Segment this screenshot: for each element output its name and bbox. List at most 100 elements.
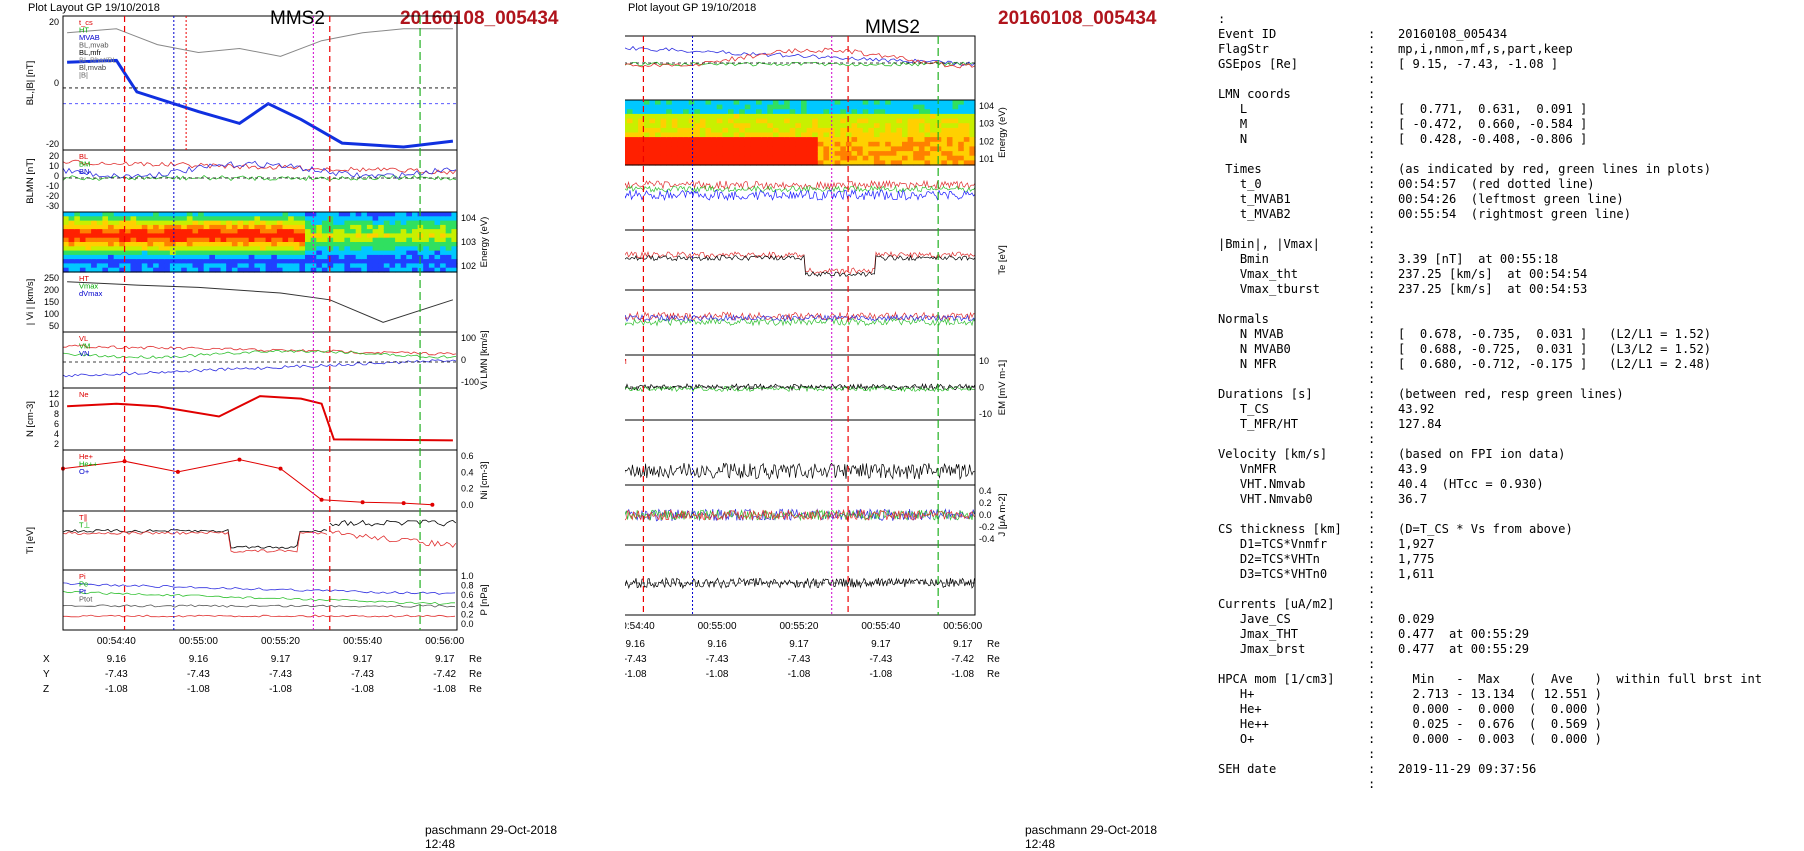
spectrogram-cell xyxy=(930,132,937,138)
pos-unit: Re xyxy=(469,684,482,695)
spectrogram-cell xyxy=(728,137,735,143)
spectrogram-cell xyxy=(338,224,345,230)
spectrogram-cell xyxy=(626,118,634,124)
spectrogram-cell xyxy=(198,229,205,234)
spectrogram-cell xyxy=(203,237,210,243)
spectrogram-cell xyxy=(124,254,132,260)
spectrogram-cell xyxy=(243,254,250,260)
spectrogram-cell xyxy=(260,250,267,256)
spectrogram-cell xyxy=(716,151,723,157)
spectrogram-cell xyxy=(153,212,160,217)
spectrogram-cell xyxy=(383,220,390,226)
spectrogram-cell xyxy=(321,254,329,260)
spectrogram-cell xyxy=(333,267,340,273)
series-ven xyxy=(625,189,976,202)
spectrogram-cell xyxy=(643,109,650,115)
spectrogram-cell xyxy=(153,259,160,264)
spectrogram-cell xyxy=(164,250,171,256)
series-bl xyxy=(625,45,976,67)
spectrogram-cell xyxy=(795,109,802,115)
spectrogram-cell xyxy=(935,113,942,120)
spectrogram-cell xyxy=(941,127,948,134)
spectrogram-cell xyxy=(220,224,227,230)
spectrogram-cell xyxy=(344,220,351,226)
info-row: t_MVAB2:00:55:54 (rightmost green line) xyxy=(1218,207,1762,222)
spectrogram-cell xyxy=(924,109,931,115)
spectrogram-cell xyxy=(63,259,70,264)
spectrogram-cell xyxy=(918,118,926,124)
spectrogram-cell xyxy=(237,229,244,234)
spectrogram-cell xyxy=(705,113,712,120)
spectrogram-cell xyxy=(136,224,143,230)
spectrogram-cell xyxy=(952,137,959,143)
spectrogram-cell xyxy=(952,151,959,157)
info-value: Min - Max ( Ave ) within full brst int xyxy=(1398,672,1763,686)
info-key: t_0 xyxy=(1218,177,1262,191)
spectrogram-cell xyxy=(412,259,419,264)
spectrogram-cell xyxy=(823,113,830,120)
info-colon: : xyxy=(1368,297,1376,311)
spectrogram-cell xyxy=(406,224,413,230)
spectrogram-cell xyxy=(851,109,858,115)
panel-frame xyxy=(625,289,976,356)
spectrogram-cell xyxy=(248,229,255,234)
spectrogram-cell xyxy=(237,242,244,247)
spectrogram-cell xyxy=(366,212,374,217)
info-value: 36.7 xyxy=(1398,492,1428,506)
spectrogram-cell xyxy=(649,151,656,157)
spectrogram-cell xyxy=(913,118,920,124)
spectrogram-cell xyxy=(136,250,143,256)
spectrogram-cell xyxy=(378,263,385,269)
info-colon: : xyxy=(1368,687,1376,701)
spectrogram-cell xyxy=(226,267,233,273)
spectrogram-cell xyxy=(744,127,751,134)
spectrogram-cell xyxy=(389,233,396,239)
spectrogram-cell xyxy=(761,127,768,134)
spectrogram-cell xyxy=(868,118,875,124)
info-colon: : xyxy=(1368,27,1376,41)
spectrogram-cell xyxy=(130,233,137,239)
spectrogram-cell xyxy=(366,267,374,273)
spectrogram-cell xyxy=(789,141,796,147)
spectrogram-cell xyxy=(198,246,205,252)
spectrogram-cell xyxy=(873,104,881,110)
spectrogram-cell xyxy=(406,220,413,226)
spectrogram-cell xyxy=(451,229,458,234)
spectrogram-cell xyxy=(63,233,70,239)
spectrogram-cell xyxy=(649,118,656,124)
spectrogram-cell xyxy=(192,224,199,230)
pos-value: -1.08 xyxy=(951,669,974,680)
spectrogram-cell xyxy=(395,254,402,260)
spectrogram-cell xyxy=(699,151,707,157)
series-bm xyxy=(625,61,976,67)
spectrogram-cell xyxy=(209,212,216,217)
spectrogram-cell xyxy=(164,229,171,234)
spectrogram-cell xyxy=(383,229,390,234)
spectrogram-cell xyxy=(254,216,261,222)
spectrogram-cell xyxy=(389,220,396,226)
spectrogram-cell xyxy=(643,141,650,147)
spectrogram-cell xyxy=(350,220,357,226)
spectrogram-cell xyxy=(868,132,875,138)
spectrogram-cell xyxy=(638,151,645,157)
spectrogram-cell xyxy=(293,250,300,256)
panel-frame xyxy=(625,419,976,486)
spectrogram-cell xyxy=(834,137,841,143)
spectrogram-cell xyxy=(271,242,278,247)
spectrogram-cell xyxy=(366,250,374,256)
spectrogram-cell xyxy=(963,155,970,161)
spectrogram-cell xyxy=(845,123,853,129)
spectrogram-cell xyxy=(851,113,858,120)
spectrogram-cell xyxy=(625,151,628,157)
spectrogram-cell xyxy=(164,254,171,260)
spectrogram-cell xyxy=(181,224,188,230)
spectrogram-cell xyxy=(733,151,740,157)
spectrogram-cell xyxy=(175,263,182,269)
spectrogram-cell xyxy=(660,123,667,129)
info-colon: : xyxy=(1368,222,1376,236)
info-row: T_CS:43.92 xyxy=(1218,402,1762,417)
spectrogram-cell xyxy=(378,267,385,273)
spectrogram-cell xyxy=(63,229,70,234)
info-value: (between red, resp green lines) xyxy=(1398,387,1624,401)
spectrogram-cell xyxy=(141,212,148,217)
